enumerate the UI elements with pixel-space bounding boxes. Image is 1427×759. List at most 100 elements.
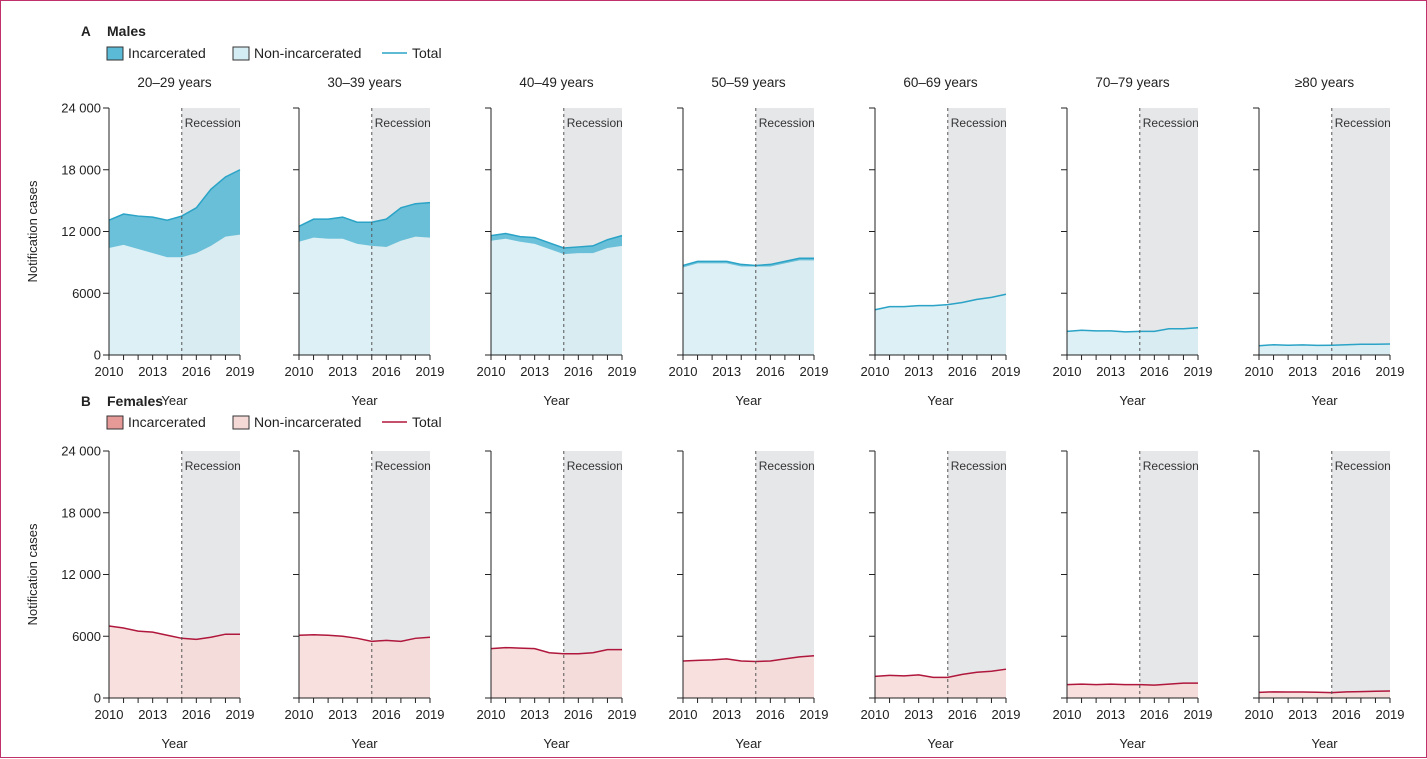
x-tick-label: 2013 <box>138 364 167 379</box>
subplot-3: Recession 2010 2013 2016 2019 Year <box>477 450 637 751</box>
legend-swatch-incarcerated <box>106 46 124 61</box>
x-axis-label: Year <box>543 736 570 751</box>
y-tick-label: 18 000 <box>61 162 101 177</box>
line-total <box>1066 682 1198 686</box>
area-non-incarcerated <box>875 294 1006 355</box>
x-tick-label: 2010 <box>669 364 698 379</box>
line-total <box>1258 690 1391 694</box>
subplot-2: Recession 2010 2013 2016 2019 Year 30–39 years <box>285 75 445 408</box>
x-tick-label: 2013 <box>520 364 549 379</box>
area-non-incarcerated <box>1067 683 1198 698</box>
x-tick-label: 2019 <box>800 364 829 379</box>
x-axis-label: Year <box>1119 736 1146 751</box>
x-axis-label: Year <box>735 393 762 408</box>
area-non-incarcerated <box>1067 328 1198 355</box>
x-tick-label: 2019 <box>1184 364 1213 379</box>
x-axis-label: Year <box>927 736 954 751</box>
x-tick-label: 2010 <box>477 707 506 722</box>
area-non-incarcerated <box>1259 344 1390 355</box>
x-tick-label: 2010 <box>285 364 314 379</box>
x-tick-label: 2016 <box>948 707 977 722</box>
subplot-title: ≥80 years <box>1295 75 1354 90</box>
x-tick-label: 2016 <box>756 364 785 379</box>
subplot-5: Recession 2010 2013 2016 2019 Year <box>861 450 1021 751</box>
x-tick-label: 2019 <box>416 707 445 722</box>
line-total <box>108 625 240 641</box>
y-tick-label: 0 <box>94 691 101 706</box>
area-non-incarcerated <box>1259 691 1390 698</box>
area-non-incarcerated <box>491 647 622 698</box>
panel-title: Males <box>107 23 146 39</box>
line-total <box>490 646 622 655</box>
area-incarcerated <box>109 169 240 258</box>
area-non-incarcerated <box>491 238 622 355</box>
x-tick-label: 2016 <box>564 364 593 379</box>
x-tick-label: 2016 <box>564 707 593 722</box>
x-tick-label: 2010 <box>95 707 124 722</box>
x-axis-label: Year <box>1119 393 1146 408</box>
x-tick-label: 2016 <box>1332 364 1361 379</box>
line-total <box>682 257 814 267</box>
x-tick-label: 2013 <box>328 707 357 722</box>
recession-label: Recession <box>1335 459 1391 473</box>
x-tick-label: 2010 <box>95 364 124 379</box>
x-tick-label: 2013 <box>138 707 167 722</box>
subplot-6: Recession 2010 2013 2016 2019 Year 70–79 years <box>1053 75 1213 408</box>
recession-label: Recession <box>185 116 241 130</box>
x-tick-label: 2013 <box>712 364 741 379</box>
x-tick-label: 2013 <box>1288 364 1317 379</box>
x-axis-label: Year <box>161 393 188 408</box>
subplot-4: Recession 2010 2013 2016 2019 Year <box>669 450 829 751</box>
x-tick-label: 2019 <box>1376 364 1405 379</box>
area-non-incarcerated <box>299 635 430 698</box>
panel-title: Females <box>107 393 163 409</box>
recession-label: Recession <box>185 459 241 473</box>
x-tick-label: 2019 <box>800 707 829 722</box>
area-non-incarcerated <box>299 236 430 355</box>
panel-letter: B <box>81 394 91 409</box>
line-total <box>874 668 1007 679</box>
line-total <box>298 633 431 643</box>
recession-shade <box>1331 108 1390 355</box>
x-tick-label: 2019 <box>992 364 1021 379</box>
recession-shade <box>1139 451 1198 698</box>
subplot-5: Recession 2010 2013 2016 2019 Year 60–69 years <box>861 75 1021 408</box>
x-tick-label: 2010 <box>669 707 698 722</box>
legend-label-non-incarcerated: Non-incarcerated <box>254 414 361 430</box>
x-tick-label: 2016 <box>948 364 977 379</box>
recession-label: Recession <box>1143 459 1199 473</box>
x-tick-label: 2016 <box>372 707 401 722</box>
line-total <box>298 201 431 228</box>
legend-swatch-non-incarcerated <box>232 46 250 61</box>
recession-shade <box>1331 451 1390 698</box>
x-tick-label: 2019 <box>608 707 637 722</box>
area-non-incarcerated <box>875 669 1006 698</box>
recession-label: Recession <box>375 459 431 473</box>
subplot-3: Recession 2010 2013 2016 2019 Year 40–49 years <box>477 75 637 408</box>
x-axis-label: Year <box>351 736 378 751</box>
x-axis-label: Year <box>543 393 570 408</box>
legend-label-incarcerated: Incarcerated <box>128 414 206 430</box>
area-incarcerated <box>299 202 430 247</box>
x-tick-label: 2010 <box>1245 364 1274 379</box>
y-tick-label: 6000 <box>72 629 101 644</box>
subplot-6: Recession 2010 2013 2016 2019 Year <box>1053 450 1212 751</box>
area-non-incarcerated <box>683 656 814 698</box>
line-total <box>1066 326 1199 333</box>
x-tick-label: 2016 <box>372 364 401 379</box>
subplot-1: Recession 0 6000 12 000 18 000 24 000 2010 2013… <box>61 75 254 408</box>
subplot-title: 70–79 years <box>1095 75 1170 90</box>
recession-shade <box>947 451 1006 698</box>
area-non-incarcerated <box>109 626 240 698</box>
x-tick-label: 2010 <box>285 707 314 722</box>
x-tick-label: 2013 <box>904 364 933 379</box>
subplot-title: 20–29 years <box>137 75 212 90</box>
x-tick-label: 2013 <box>1096 364 1125 379</box>
legend: Incarcerated Non-incarcerated Total <box>106 414 442 430</box>
legend: Incarcerated Non-incarcerated Total <box>106 45 442 61</box>
legend-swatch-incarcerated <box>106 415 124 430</box>
x-tick-label: 2019 <box>992 707 1021 722</box>
recession-label: Recession <box>567 459 623 473</box>
x-axis-label: Year <box>1311 393 1338 408</box>
